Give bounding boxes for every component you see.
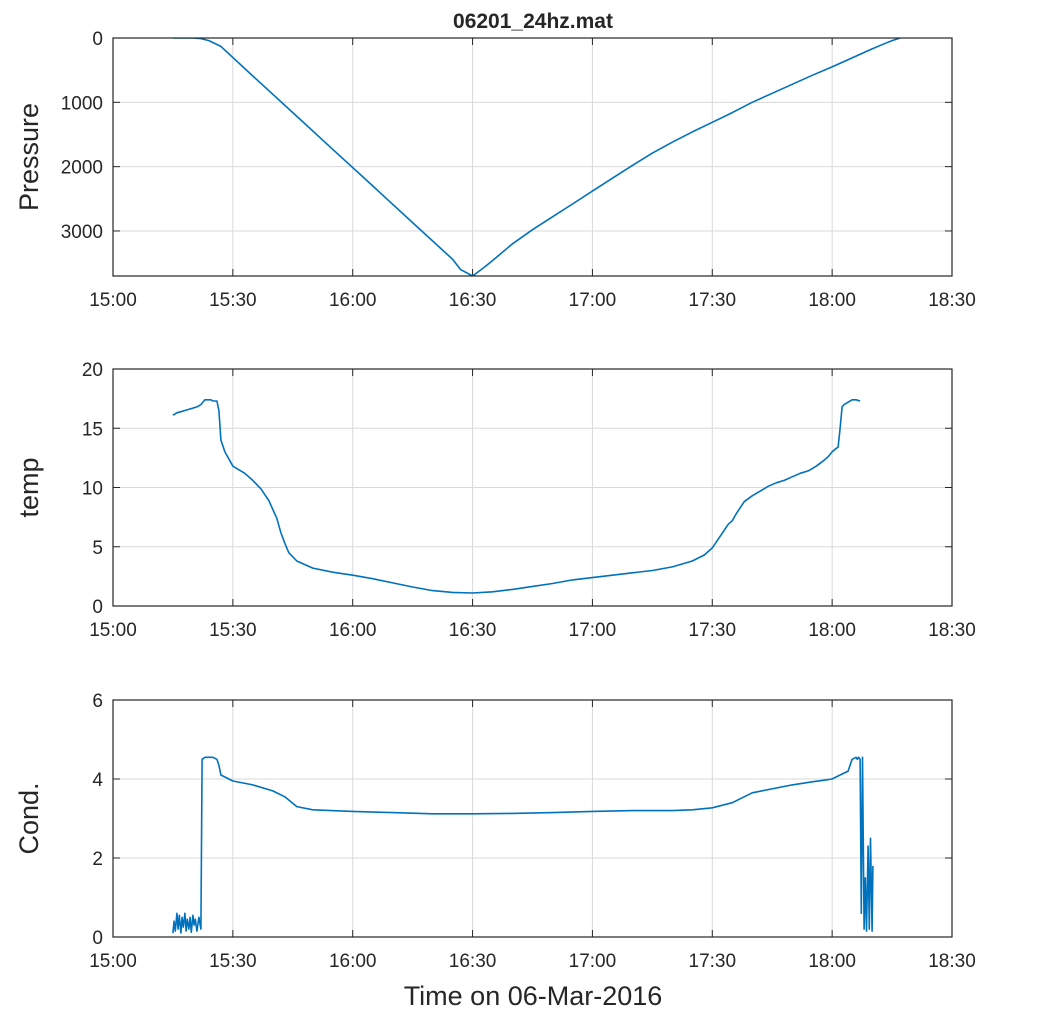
cond-x-tick-label: 17:00 xyxy=(569,951,617,972)
cond-x-tick-label: 18:30 xyxy=(928,951,976,972)
temp-series-line xyxy=(172,398,861,594)
pressure-x-tick-label: 18:30 xyxy=(928,290,976,311)
cond-y-axis-label: Cond. xyxy=(14,782,44,854)
temp-y-axis-label: temp xyxy=(14,457,44,517)
temp-x-tick-label: 15:00 xyxy=(89,620,137,641)
cond-y-tick-label: 0 xyxy=(92,928,103,949)
cond-y-tick-label: 2 xyxy=(92,849,103,870)
pressure-panel: 15:00 15:30 16:00 16:30 17:00 17:30 18:00 18:30… xyxy=(14,29,976,311)
pressure-x-tick-label: 16:00 xyxy=(329,290,377,311)
pressure-x-tick-label: 15:00 xyxy=(89,290,137,311)
pressure-y-axis-label: Pressure xyxy=(14,103,44,211)
cond-x-tick-label: 16:30 xyxy=(449,951,497,972)
temp-x-tick-label: 17:00 xyxy=(569,620,617,641)
pressure-x-tick-label: 18:00 xyxy=(808,290,856,311)
cond-axes-frame xyxy=(112,699,953,938)
cond-x-tick-label: 18:00 xyxy=(808,951,856,972)
temp-panel: 15:00 15:30 16:00 16:30 17:00 17:30 18:00 18:30… xyxy=(14,360,976,641)
cond-y-tick-label: 4 xyxy=(92,770,103,791)
pressure-y-tick-label: 0 xyxy=(92,29,103,50)
temp-x-tick-label: 18:30 xyxy=(928,620,976,641)
cond-panel: 15:00 15:30 16:00 16:30 17:00 17:30 18:00 18:30… xyxy=(14,691,976,972)
cond-x-tick-label: 17:30 xyxy=(689,951,737,972)
pressure-y-tick-label: 3000 xyxy=(61,222,103,243)
cond-y-tick-label: 6 xyxy=(92,691,103,712)
pressure-x-tick-label: 17:30 xyxy=(689,290,737,311)
pressure-x-tick-label: 17:00 xyxy=(569,290,617,311)
pressure-x-tick-label: 15:30 xyxy=(209,290,257,311)
temp-x-tick-label: 16:30 xyxy=(449,620,497,641)
cond-x-tick-label: 15:30 xyxy=(209,951,257,972)
temp-y-tick-label: 20 xyxy=(82,360,103,381)
pressure-x-tick-label: 16:30 xyxy=(449,290,497,311)
cond-series-line xyxy=(172,756,874,934)
pressure-y-tick-label: 2000 xyxy=(61,158,103,179)
pressure-series-line xyxy=(172,38,901,276)
temp-x-tick-label: 18:00 xyxy=(808,620,856,641)
pressure-y-tick-label: 1000 xyxy=(61,93,103,114)
temp-x-tick-label: 15:30 xyxy=(209,620,257,641)
temp-y-tick-label: 5 xyxy=(92,538,103,559)
temp-axes-frame xyxy=(112,368,953,607)
temp-x-tick-label: 16:00 xyxy=(329,620,377,641)
x-axis-label: Time on 06-Mar-2016 xyxy=(404,981,663,1011)
figure-title: 06201_24hz.mat xyxy=(453,10,613,33)
temp-y-tick-label: 0 xyxy=(92,597,103,618)
cond-x-tick-label: 15:00 xyxy=(89,951,137,972)
temp-y-tick-label: 15 xyxy=(82,419,103,440)
cond-x-tick-label: 16:00 xyxy=(329,951,377,972)
pressure-axes-frame xyxy=(112,37,953,277)
temp-y-tick-label: 10 xyxy=(82,479,103,500)
temp-x-tick-label: 17:30 xyxy=(689,620,737,641)
